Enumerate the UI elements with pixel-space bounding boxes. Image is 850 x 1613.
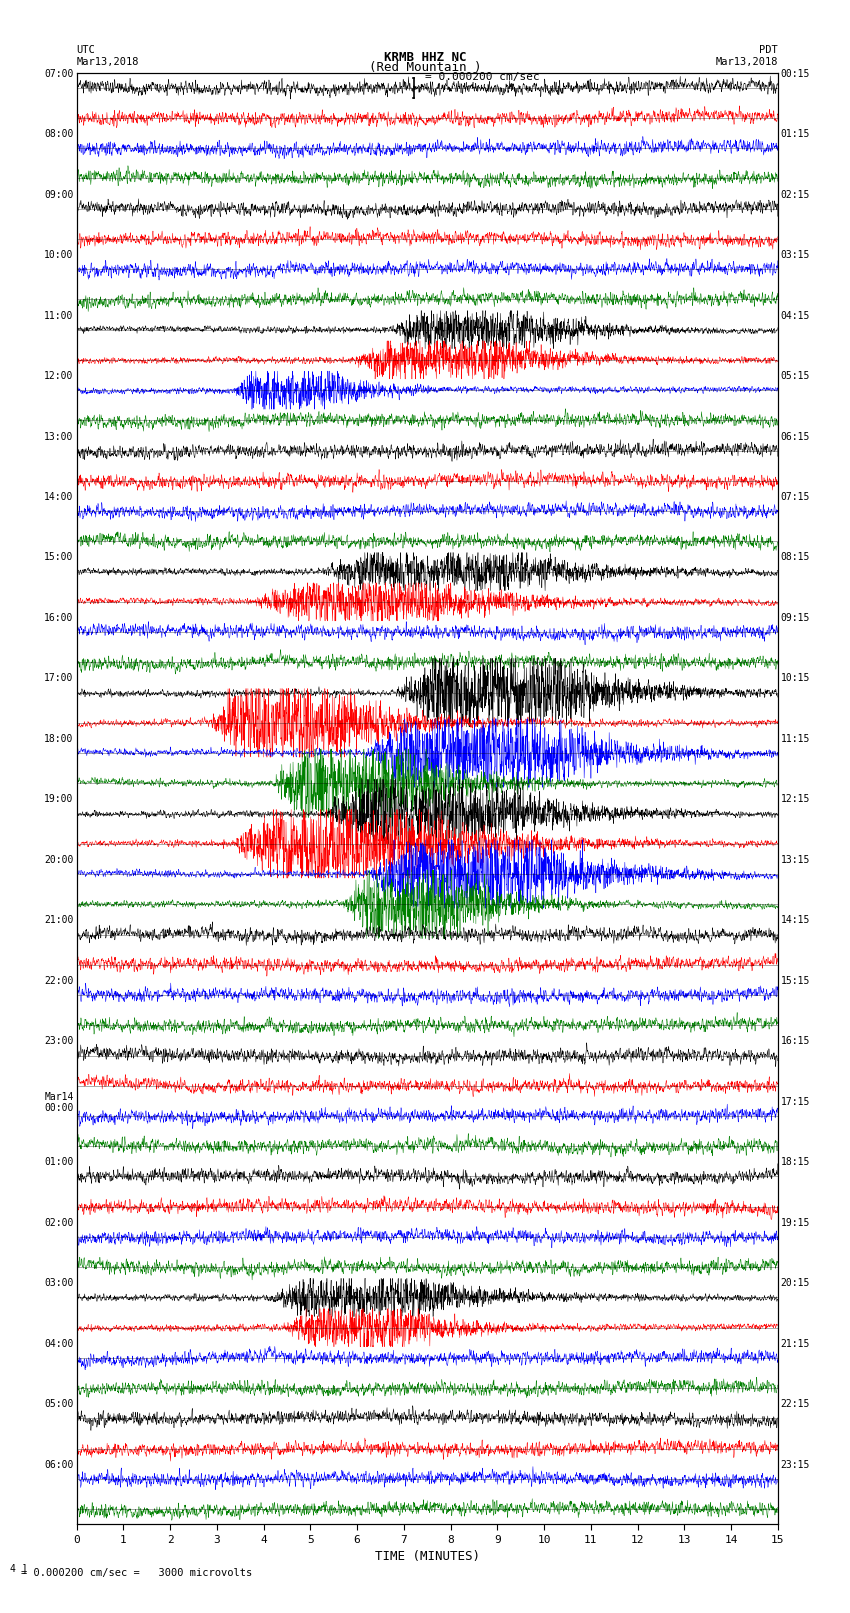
Text: UTC
Mar13,2018: UTC Mar13,2018 bbox=[76, 45, 139, 66]
Text: = 0.000200 cm/sec =   3000 microvolts: = 0.000200 cm/sec = 3000 microvolts bbox=[21, 1568, 252, 1578]
Text: PDT
Mar13,2018: PDT Mar13,2018 bbox=[715, 45, 778, 66]
Text: = 0.000200 cm/sec: = 0.000200 cm/sec bbox=[425, 71, 540, 82]
Text: (Red Mountain ): (Red Mountain ) bbox=[369, 61, 481, 74]
Text: 4 ]: 4 ] bbox=[10, 1563, 28, 1573]
Text: KRMB HHZ NC: KRMB HHZ NC bbox=[383, 50, 467, 65]
X-axis label: TIME (MINUTES): TIME (MINUTES) bbox=[375, 1550, 479, 1563]
